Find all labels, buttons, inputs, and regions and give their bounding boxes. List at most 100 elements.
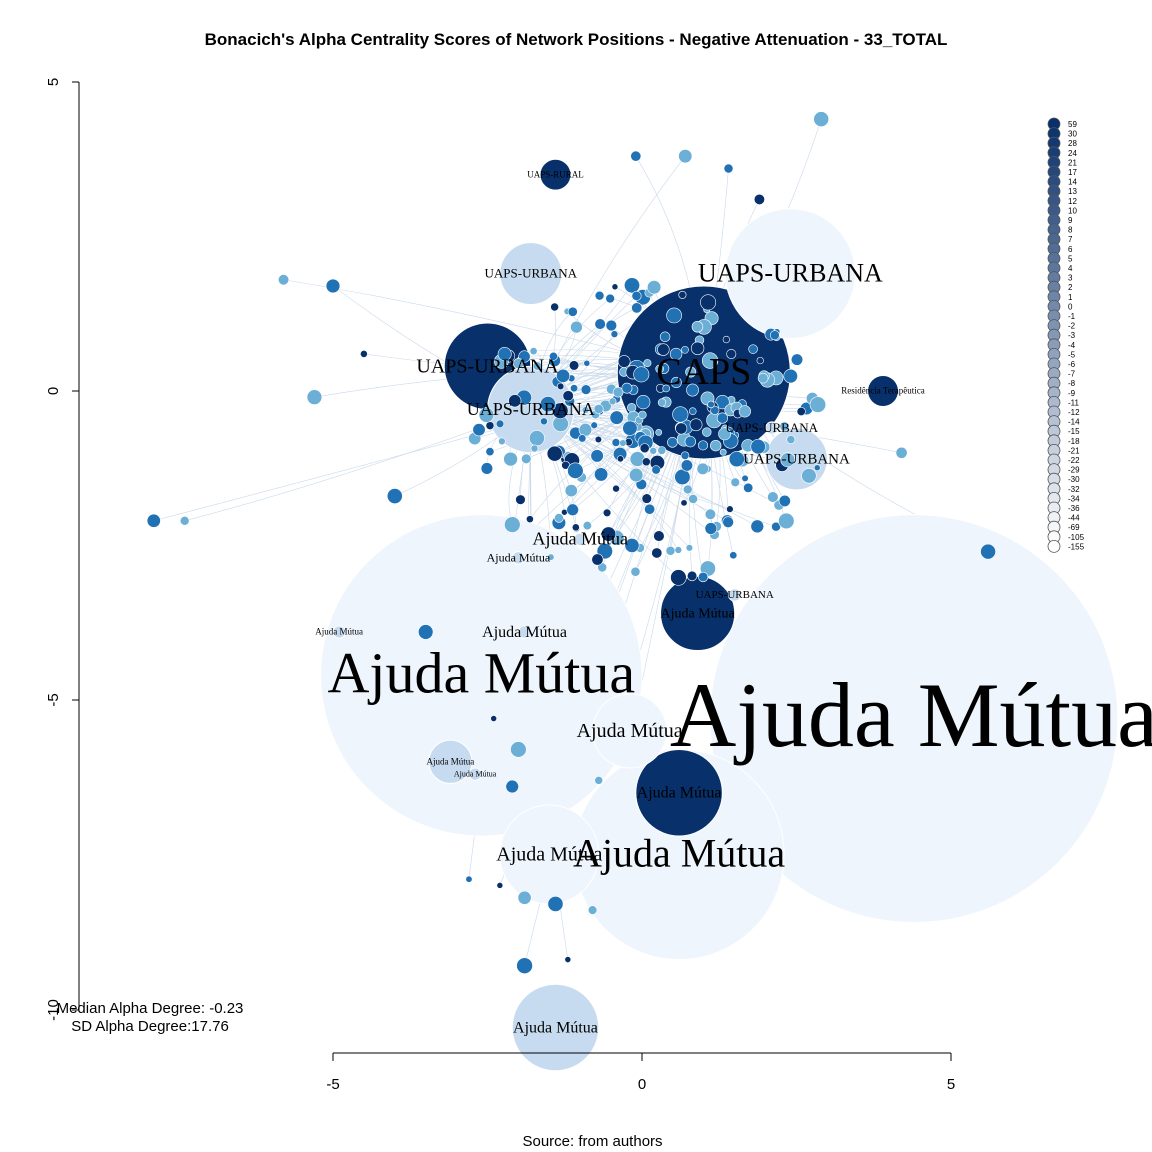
minor-node	[636, 395, 651, 410]
legend-label: -15	[1068, 427, 1080, 436]
node-label-layer: Ajuda Mútua Ajuda Mútua Ajuda Mútua Ajuda M…	[315, 169, 1152, 1036]
minor-node	[685, 366, 697, 378]
minor-node	[612, 386, 624, 398]
minor-node	[670, 569, 687, 586]
minor-node	[691, 320, 704, 333]
minor-node	[504, 516, 521, 533]
minor-node	[655, 364, 664, 374]
minor-node	[591, 553, 604, 566]
minor-node	[796, 406, 806, 417]
minor-node	[769, 330, 780, 341]
minor-node	[649, 447, 658, 455]
minor-node	[570, 320, 583, 334]
minor-node	[619, 439, 627, 447]
node-label: Residência Terapêutica	[841, 386, 924, 396]
minor-node	[605, 293, 615, 304]
minor-node	[179, 516, 190, 526]
minor-node	[767, 491, 779, 503]
minor-node	[505, 779, 519, 794]
minor-node	[530, 444, 539, 453]
minor-node	[778, 512, 795, 530]
legend-label: -22	[1068, 456, 1080, 465]
minor-node	[980, 543, 996, 560]
node-label: Ajuda Mútua	[513, 1019, 598, 1036]
minor-node	[602, 508, 612, 517]
legend-label: 6	[1068, 245, 1073, 254]
legend-label: -12	[1068, 408, 1080, 417]
minor-node	[564, 956, 572, 963]
minor-node	[686, 570, 698, 582]
minor-node	[753, 193, 765, 205]
legend-label: -36	[1068, 504, 1080, 513]
minor-node	[665, 545, 676, 556]
minor-node	[710, 405, 720, 415]
minor-node	[651, 547, 663, 559]
minor-node	[666, 307, 682, 324]
node-label: Ajuda Mútua	[487, 550, 551, 564]
network-node	[511, 983, 600, 1072]
minor-node	[783, 368, 798, 384]
minor-node	[478, 407, 495, 423]
minor-node	[624, 538, 640, 553]
minor-node	[662, 384, 670, 393]
minor-node	[696, 462, 709, 475]
x-axis: -5 0 5	[326, 1052, 955, 1093]
node-label: UAPS-URBANA	[696, 589, 774, 601]
node-label: UAPS-URBANA	[485, 265, 578, 280]
legend-label: -5	[1068, 350, 1076, 359]
legend-label: 59	[1068, 120, 1077, 129]
minor-node	[540, 417, 548, 426]
minor-node	[360, 350, 368, 358]
minor-node	[653, 530, 665, 542]
minor-node	[583, 359, 591, 367]
minor-node	[698, 440, 709, 451]
minor-node	[728, 451, 745, 468]
network-node	[517, 625, 532, 639]
network-node	[332, 625, 346, 639]
minor-node	[680, 451, 690, 460]
minor-node	[465, 875, 473, 883]
minor-node	[644, 503, 656, 515]
node-label: Ajuda Mútua	[454, 770, 497, 779]
x-tick-minus-5: -5	[326, 1076, 339, 1093]
node-label: Ajuda Mútua	[427, 757, 475, 767]
network-node	[468, 767, 482, 781]
minor-node	[685, 544, 694, 552]
minor-node	[675, 422, 688, 435]
minor-node	[566, 503, 579, 517]
legend-label: 8	[1068, 226, 1073, 235]
minor-node	[726, 505, 734, 513]
minor-node	[594, 467, 609, 482]
node-label: UAPS-URBANA	[743, 451, 850, 467]
minor-node	[643, 359, 652, 368]
minor-node	[779, 421, 790, 432]
minor-node	[689, 418, 703, 432]
minor-node	[718, 427, 731, 441]
node-label: CAPS	[656, 351, 751, 393]
minor-node	[680, 459, 693, 472]
minor-node	[616, 455, 624, 463]
y-tick-minus-5: -5	[45, 693, 62, 706]
node-label: Ajuda Mútua	[315, 627, 363, 637]
minor-node	[508, 394, 522, 408]
minor-node	[631, 302, 643, 314]
minor-node	[638, 410, 647, 420]
minor-node	[786, 435, 796, 444]
minor-node	[516, 957, 533, 975]
minor-node	[490, 715, 498, 722]
minor-node	[418, 624, 434, 640]
minor-node	[895, 446, 908, 459]
minor-node	[631, 290, 642, 301]
minor-node	[674, 468, 691, 486]
legend-label: -44	[1068, 514, 1080, 523]
minor-node	[587, 905, 598, 915]
minor-node	[629, 467, 644, 483]
minor-node	[681, 345, 689, 354]
minor-node	[641, 493, 652, 504]
minor-node	[529, 347, 538, 356]
legend-label: -4	[1068, 341, 1076, 350]
minor-node	[657, 398, 667, 407]
minor-node	[646, 280, 662, 295]
minor-node	[556, 368, 571, 383]
